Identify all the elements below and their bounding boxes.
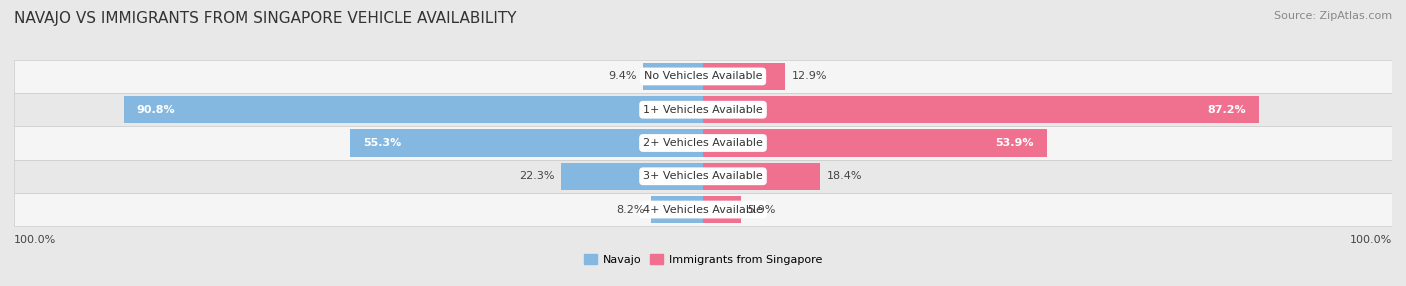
Text: 4+ Vehicles Available: 4+ Vehicles Available xyxy=(643,204,763,214)
Text: 22.3%: 22.3% xyxy=(519,171,554,181)
Text: 100.0%: 100.0% xyxy=(1350,235,1392,245)
Bar xyxy=(703,129,1047,157)
Text: 53.9%: 53.9% xyxy=(995,138,1033,148)
Text: 2+ Vehicles Available: 2+ Vehicles Available xyxy=(643,138,763,148)
Text: Source: ZipAtlas.com: Source: ZipAtlas.com xyxy=(1274,11,1392,21)
Bar xyxy=(14,93,1392,126)
Bar xyxy=(14,160,1392,193)
Bar xyxy=(651,196,703,223)
Bar xyxy=(703,96,1260,123)
Bar xyxy=(703,163,820,190)
Text: 9.4%: 9.4% xyxy=(609,72,637,82)
Text: 3+ Vehicles Available: 3+ Vehicles Available xyxy=(643,171,763,181)
Text: 100.0%: 100.0% xyxy=(14,235,56,245)
Text: 87.2%: 87.2% xyxy=(1208,105,1247,115)
Text: 18.4%: 18.4% xyxy=(827,171,862,181)
Text: 1+ Vehicles Available: 1+ Vehicles Available xyxy=(643,105,763,115)
Text: 12.9%: 12.9% xyxy=(792,72,827,82)
Text: 8.2%: 8.2% xyxy=(616,204,644,214)
Text: 90.8%: 90.8% xyxy=(136,105,176,115)
Bar xyxy=(14,60,1392,93)
Bar xyxy=(643,63,703,90)
Bar xyxy=(350,129,703,157)
Text: NAVAJO VS IMMIGRANTS FROM SINGAPORE VEHICLE AVAILABILITY: NAVAJO VS IMMIGRANTS FROM SINGAPORE VEHI… xyxy=(14,11,516,26)
Bar xyxy=(124,96,703,123)
Bar xyxy=(561,163,703,190)
Bar xyxy=(14,193,1392,226)
Text: 5.9%: 5.9% xyxy=(747,204,775,214)
Legend: Navajo, Immigrants from Singapore: Navajo, Immigrants from Singapore xyxy=(579,250,827,269)
Bar xyxy=(703,63,786,90)
Text: 55.3%: 55.3% xyxy=(363,138,401,148)
Bar xyxy=(703,196,741,223)
Text: No Vehicles Available: No Vehicles Available xyxy=(644,72,762,82)
Bar xyxy=(14,126,1392,160)
